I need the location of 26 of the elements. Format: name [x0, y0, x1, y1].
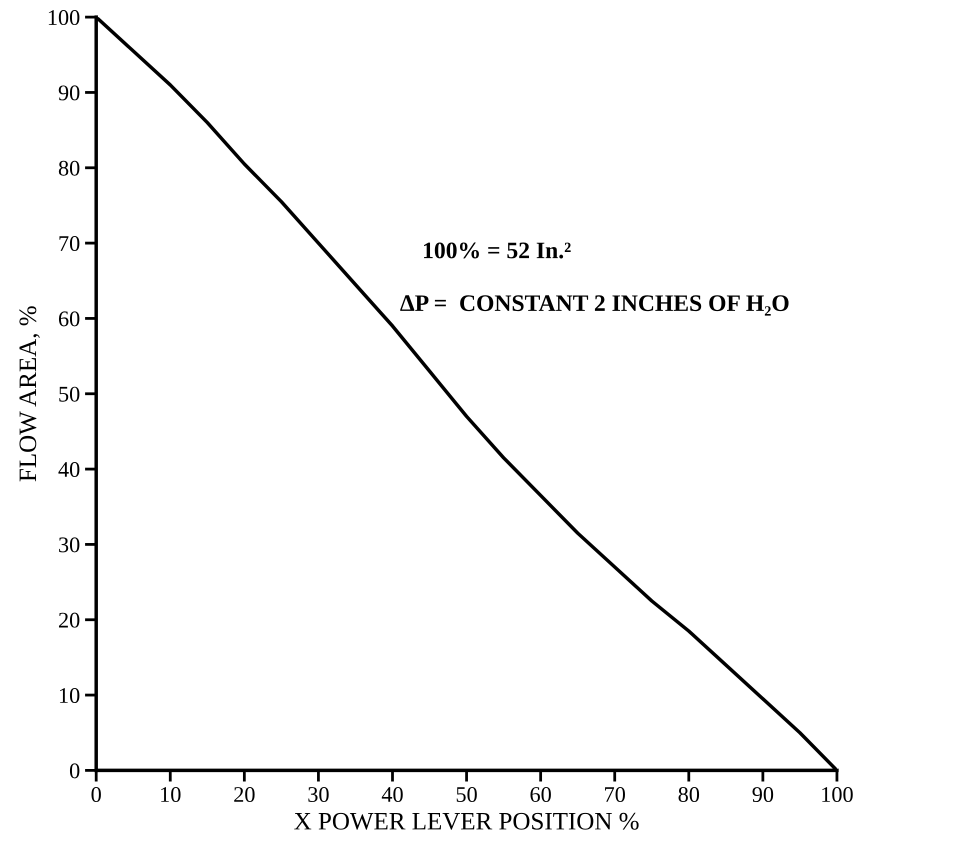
y-tick-label: 0 [70, 763, 80, 778]
y-tick-label: 40 [58, 462, 80, 478]
y-tick-label: 20 [58, 612, 80, 628]
x-tick-label: 60 [530, 787, 551, 802]
x-tick-label: 80 [678, 787, 700, 802]
x-axis-title: X POWER LEVER POSITION % [294, 812, 639, 830]
x-tick-label: 10 [161, 787, 181, 802]
annotation: ΔP = CONSTANT 2 INCHES OF H₂O [400, 295, 789, 316]
y-tick-label: 100 [48, 10, 80, 26]
x-tick-label: 40 [382, 787, 403, 802]
x-tick-label: 100 [822, 787, 853, 802]
y-axis-title: FLOW AREA, % [19, 306, 40, 482]
x-tick-label: 70 [605, 787, 625, 802]
y-tick-label: 50 [59, 386, 80, 402]
x-tick-label: 20 [234, 787, 255, 802]
y-tick-label: 70 [59, 236, 80, 252]
annotation: 100% = 52 In.² [424, 242, 571, 259]
x-tick-label: 90 [752, 787, 774, 802]
x-tick-label: 0 [91, 787, 101, 802]
y-tick-label: 10 [60, 688, 80, 703]
y-tick-label: 30 [59, 537, 80, 552]
y-tick-label: 80 [58, 160, 80, 176]
x-tick-label: 50 [456, 787, 477, 802]
y-tick-label: 60 [58, 311, 80, 326]
y-tick-label: 90 [58, 85, 80, 100]
x-tick-label: 30 [308, 787, 329, 802]
